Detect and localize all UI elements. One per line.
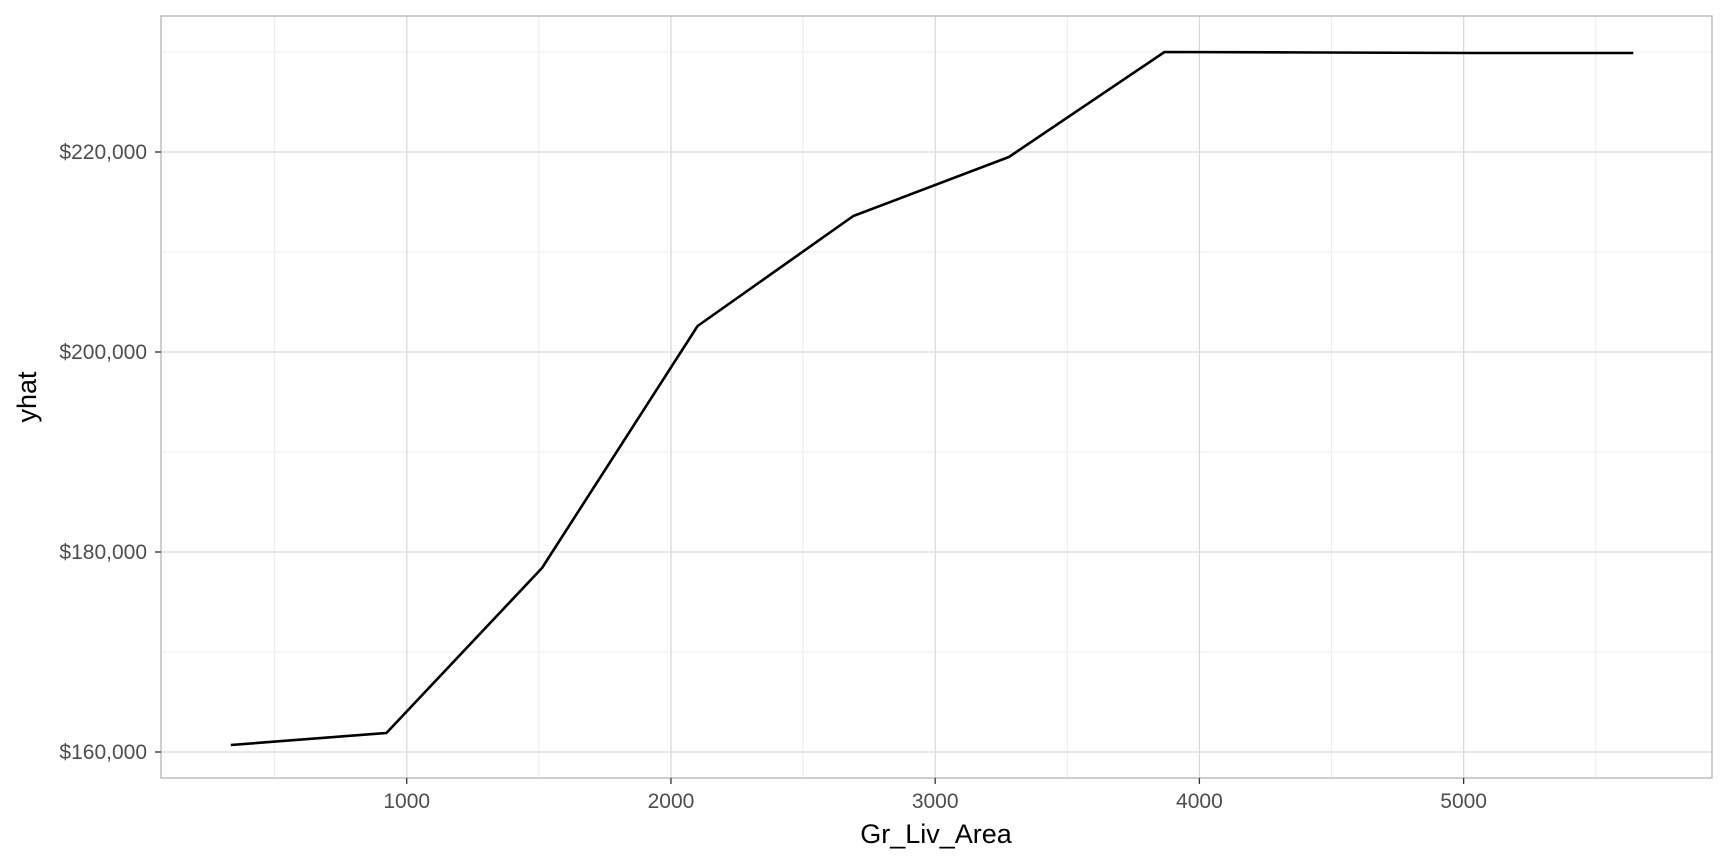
x-tick-label: 1000 <box>383 790 430 813</box>
series-line <box>230 50 1634 747</box>
major-gridlines <box>161 16 1712 778</box>
y-axis-ticks: $160,000 $180,000 $200,000 $220,000 <box>59 141 161 764</box>
panel-border <box>160 15 1713 779</box>
x-tick-label: 5000 <box>1440 790 1487 813</box>
x-tick-label: 3000 <box>912 790 959 813</box>
y-tick-label: $160,000 <box>59 741 147 764</box>
x-tick-label: 2000 <box>648 790 695 813</box>
x-axis-ticks: 1000 2000 3000 4000 5000 <box>383 778 1487 813</box>
y-tick-label: $220,000 <box>59 141 147 164</box>
series-layer <box>230 50 1634 747</box>
y-tick-label: $180,000 <box>59 541 147 564</box>
x-tick-label: 4000 <box>1176 790 1223 813</box>
y-axis-title: yhat <box>12 371 42 423</box>
x-axis-title: Gr_Liv_Area <box>860 819 1013 849</box>
y-tick-label: $200,000 <box>59 341 147 364</box>
